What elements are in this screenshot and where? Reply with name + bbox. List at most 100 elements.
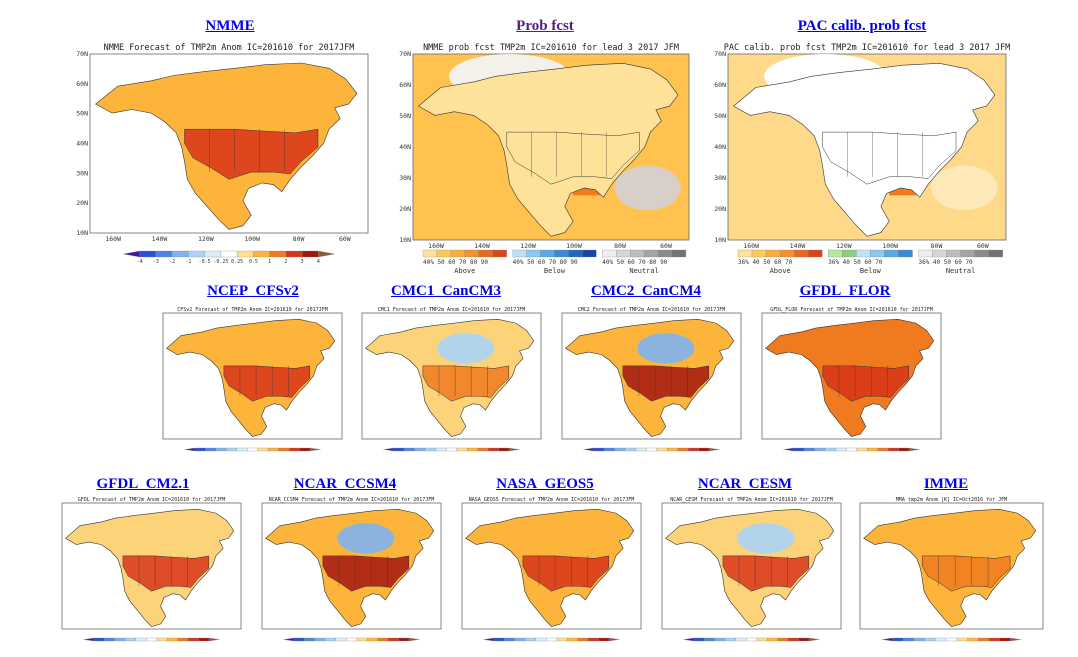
- colorbar-swatch: [508, 447, 520, 452]
- legend-swatch: [464, 249, 479, 258]
- lon-tick: 120W: [198, 235, 214, 243]
- colorbar-swatch: [226, 447, 237, 452]
- colorbar-swatch: [767, 637, 778, 642]
- colorbar-swatch: [846, 447, 857, 452]
- colorbar-swatch: [814, 447, 826, 452]
- lon-tick: 140W: [152, 235, 168, 243]
- link-nasa-geos5[interactable]: NASA_GEOS5: [496, 476, 594, 492]
- colorbar-swatch: [215, 447, 227, 452]
- map-title: GFDL_FLOR Forecast of TMP2m Anom IC=2016…: [770, 307, 933, 313]
- map-nmme[interactable]: NMME Forecast of TMP2m Anom IC=201610 fo…: [72, 40, 372, 265]
- link-nmme[interactable]: NMME: [205, 18, 255, 34]
- lat-tick: 30N: [714, 174, 726, 182]
- link-gfdl-flor[interactable]: GFDL_FLOR: [799, 283, 891, 299]
- lat-tick: 50N: [399, 112, 411, 120]
- lat-tick: 70N: [76, 50, 88, 58]
- legend-swatch: [960, 249, 975, 258]
- map-ncar-cesm[interactable]: NCAR_CESM Forecast of TMP2m Anom IC=2016…: [652, 495, 844, 645]
- legend-swatch: [765, 249, 781, 258]
- map-ncep-cfsv2[interactable]: CFSv2 Forecast of TMP2m Anom IC=201610 f…: [153, 305, 345, 455]
- colorbar-swatch: [288, 447, 300, 452]
- colorbar-swatch: [988, 637, 1000, 642]
- legend-swatch: [884, 249, 899, 258]
- colorbar-swatch: [498, 447, 510, 452]
- map-title: NCAR_CESM Forecast of TMP2m Anom IC=2016…: [670, 497, 833, 503]
- colorbar-swatch: [205, 447, 217, 452]
- map-pac-calib-prob-fcst[interactable]: PAC calib. prob fcst TMP2m IC=201610 for…: [710, 40, 1010, 280]
- map-title: CMC2 Forecast of TMP2m Anom IC=201610 fo…: [578, 307, 726, 313]
- lon-tick: 140W: [790, 242, 806, 250]
- colorbar-swatch: [269, 250, 287, 258]
- colorbar-swatch: [171, 250, 189, 258]
- map-nasa-geos5[interactable]: NASA_GEOS5 Forecast of TMP2m Anom IC=201…: [452, 495, 644, 645]
- legend-swatch: [526, 249, 541, 258]
- colorbar-swatch: [253, 250, 270, 258]
- colorbar-label: 2: [284, 259, 287, 265]
- lon-tick: 120W: [520, 242, 536, 250]
- link-pac-calib-prob-fcst[interactable]: PAC calib. prob fcst: [797, 18, 927, 34]
- legend-swatch: [602, 249, 617, 258]
- legend-swatch: [540, 249, 555, 258]
- colorbar-swatch: [177, 637, 189, 642]
- lat-tick: 10N: [714, 236, 726, 244]
- link-cmc2-cancm4[interactable]: CMC2_CanCM4: [591, 283, 701, 299]
- legend-swatch: [616, 249, 631, 258]
- map-gfdl-cm21[interactable]: GFDL Forecast of TMP2m Anom IC=201610 fo…: [52, 495, 244, 645]
- legend-label: Below: [860, 267, 882, 275]
- link-imme[interactable]: IMME: [923, 476, 969, 492]
- colorbar-swatch: [967, 637, 979, 642]
- link-ncar-cesm[interactable]: NCAR_CESM: [697, 476, 793, 492]
- colorbar-swatch: [646, 447, 657, 452]
- legend-swatch: [478, 249, 493, 258]
- map-prob-fcst[interactable]: NMME prob fcst TMP2m IC=201610 for lead …: [395, 40, 693, 280]
- colorbar-swatch: [756, 637, 768, 642]
- colorbar-swatch: [220, 250, 238, 258]
- colorbar-swatch: [577, 637, 589, 642]
- lon-tick: 100W: [566, 242, 582, 250]
- lon-tick: 140W: [474, 242, 490, 250]
- map-title: CFSv2 Forecast of TMP2m Anom IC=201610 f…: [177, 307, 328, 313]
- colorbar-swatch: [825, 447, 836, 452]
- colorbar-swatch: [856, 447, 868, 452]
- colorbar-swatch: [746, 637, 757, 642]
- link-ncep-cfsv2[interactable]: NCEP_CFSv2: [207, 283, 299, 299]
- legend-swatch: [828, 249, 843, 258]
- colorbar-swatch: [93, 637, 105, 642]
- colorbar-swatch: [187, 637, 199, 642]
- colorbar-swatch: [456, 447, 468, 452]
- map-cmc1-cancm3[interactable]: CMC1 Forecast of TMP2m Anom IC=201610 fo…: [352, 305, 544, 455]
- map-ncar-ccsm4[interactable]: NCAR_CCSM4 Forecast of TMP2m Anom IC=201…: [252, 495, 444, 645]
- colorbar-swatch: [314, 637, 326, 642]
- colorbar-swatch: [309, 447, 321, 452]
- colorbar-swatch: [1010, 637, 1022, 642]
- colorbar-swatch: [735, 637, 747, 642]
- colorbar-swatch: [587, 637, 599, 642]
- legend-label: Above: [770, 267, 791, 275]
- lon-tick: 100W: [882, 242, 898, 250]
- link-cmc1-cancm3[interactable]: CMC1_CanCM3: [391, 283, 501, 299]
- colorbar-swatch: [798, 637, 810, 642]
- map-gfdl-flor[interactable]: GFDL_FLOR Forecast of TMP2m Anom IC=2016…: [752, 305, 944, 455]
- colorbar-swatch: [204, 250, 222, 258]
- colorbar-swatch: [892, 637, 904, 642]
- map-imme[interactable]: MMA tmp2m Anom [K] IC=Oct2016 for JFM: [850, 495, 1046, 645]
- colorbar-swatch: [583, 447, 595, 452]
- colorbar-swatch: [956, 637, 968, 642]
- colorbar-swatch: [913, 637, 925, 642]
- colorbar-swatch: [908, 447, 920, 452]
- colorbar-swatch: [188, 250, 205, 258]
- colorbar-swatch: [293, 637, 305, 642]
- map-cmc2-cancm4[interactable]: CMC2 Forecast of TMP2m Anom IC=201610 fo…: [552, 305, 744, 455]
- colorbar-swatch: [114, 637, 126, 642]
- colorbar-swatch: [125, 637, 136, 642]
- link-prob-fcst[interactable]: Prob fcst: [516, 18, 574, 34]
- link-gfdl-cm21[interactable]: GFDL_CM2.1: [96, 476, 190, 492]
- colorbar-swatch: [285, 250, 303, 258]
- colorbar-swatch: [487, 447, 499, 452]
- link-ncar-ccsm4[interactable]: NCAR_CCSM4: [293, 476, 397, 492]
- legend-ticks: 36% 40 50 60 70: [738, 259, 793, 266]
- colorbar-swatch: [677, 447, 689, 452]
- map-title: NCAR_CCSM4 Forecast of TMP2m Anom IC=201…: [269, 497, 435, 503]
- map-title: MMA tmp2m Anom [K] IC=Oct2016 for JFM: [896, 497, 1007, 503]
- lon-tick: 120W: [836, 242, 852, 250]
